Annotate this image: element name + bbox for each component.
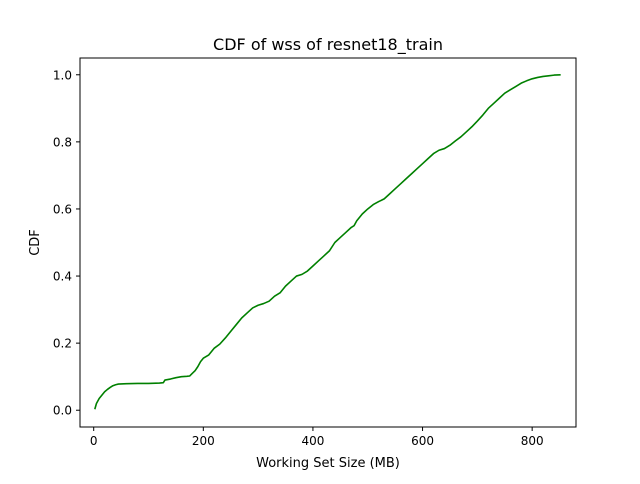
y-tick-label: 0.0 xyxy=(53,404,72,418)
plot-frame xyxy=(79,57,577,428)
x-tick-label: 400 xyxy=(301,434,324,448)
y-tick-label: 1.0 xyxy=(53,68,72,82)
chart-title: CDF of wss of resnet18_train xyxy=(213,35,443,55)
x-axis-label: Working Set Size (MB) xyxy=(256,456,400,471)
x-tick-label: 800 xyxy=(521,434,544,448)
x-tick-label: 200 xyxy=(192,434,215,448)
y-tick-label: 0.8 xyxy=(53,135,72,149)
cdf-series-line xyxy=(94,73,561,410)
y-tick-label: 0.2 xyxy=(53,337,72,351)
y-tick-label: 0.4 xyxy=(53,270,72,284)
x-tick-label: 600 xyxy=(411,434,434,448)
y-axis-label: CDF xyxy=(28,229,43,256)
y-tick-label: 0.6 xyxy=(53,202,72,216)
x-tick-label: 0 xyxy=(90,434,98,448)
